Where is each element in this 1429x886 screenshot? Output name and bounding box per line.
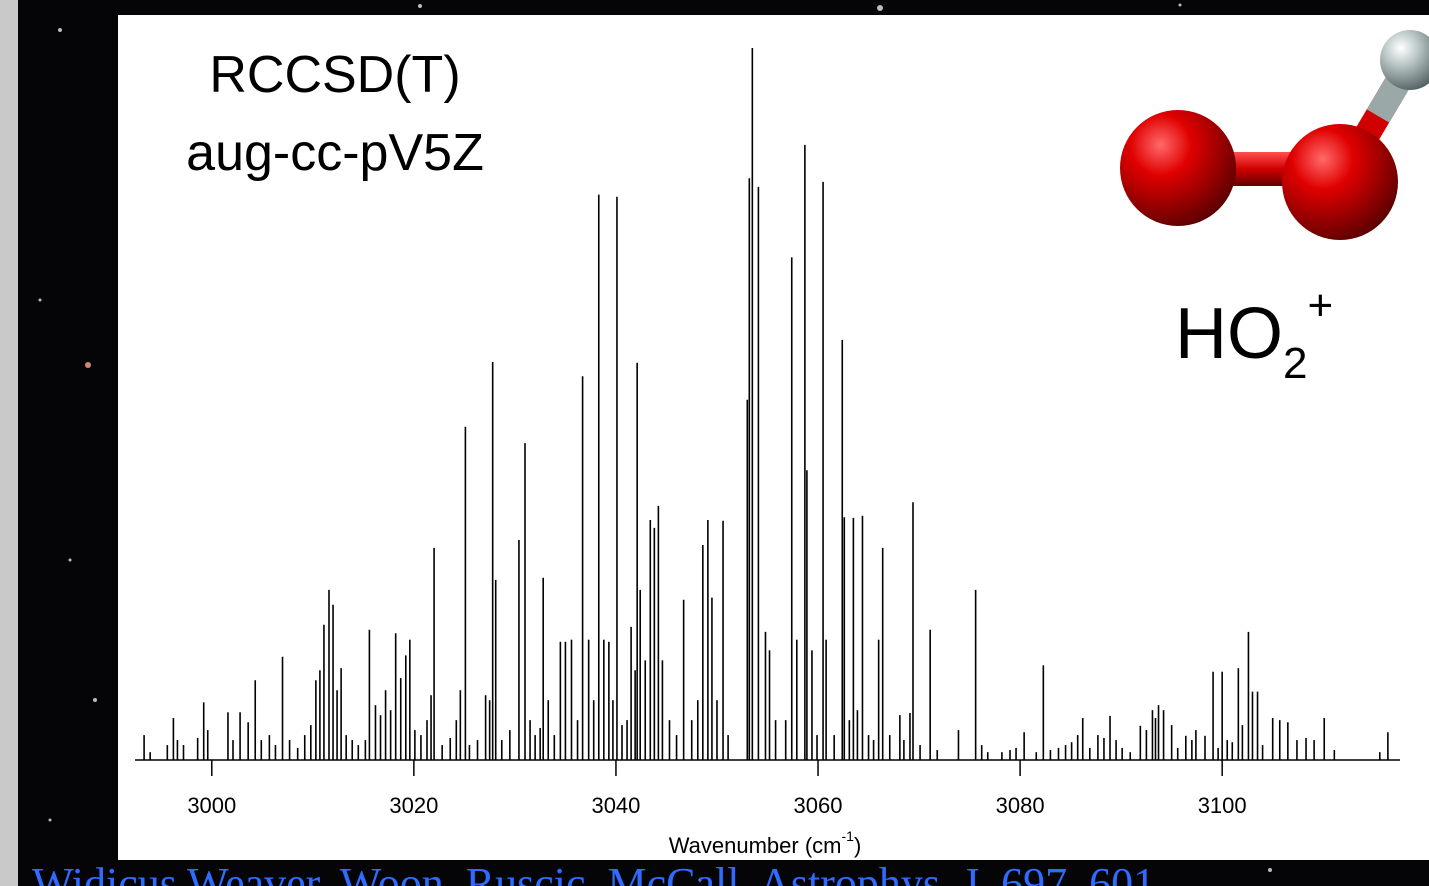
stars <box>38 3 1272 882</box>
x-label-close: ) <box>854 833 861 858</box>
citation: Widicus Weaver, Woon, Ruscic, McCall, As… <box>32 859 1155 886</box>
molecule-formula: HO2+ <box>1175 281 1333 388</box>
formula-base: HO <box>1175 294 1283 374</box>
method-label: RCCSD(T) <box>209 46 460 104</box>
x-tick-label: 3060 <box>794 793 843 818</box>
plot: 3000 3020 3040 3060 3080 3100 <box>135 48 1400 818</box>
basis-label: aug-cc-pV5Z <box>186 124 484 182</box>
x-tick-label: 3000 <box>187 793 236 818</box>
x-axis-label: Wavenumber (cm-1) <box>669 828 862 858</box>
x-label-text: Wavenumber (cm <box>669 833 842 858</box>
left-strip <box>0 0 18 886</box>
x-tick-label: 3100 <box>1198 793 1247 818</box>
molecule <box>1120 30 1429 240</box>
x-tick-label: 3020 <box>389 793 438 818</box>
x-tick-label: 3040 <box>591 793 640 818</box>
formula-superscript: + <box>1307 281 1333 330</box>
formula-subscript: 2 <box>1283 339 1307 388</box>
x-label-superscript: -1 <box>842 828 855 844</box>
x-tick-label: 3080 <box>996 793 1045 818</box>
